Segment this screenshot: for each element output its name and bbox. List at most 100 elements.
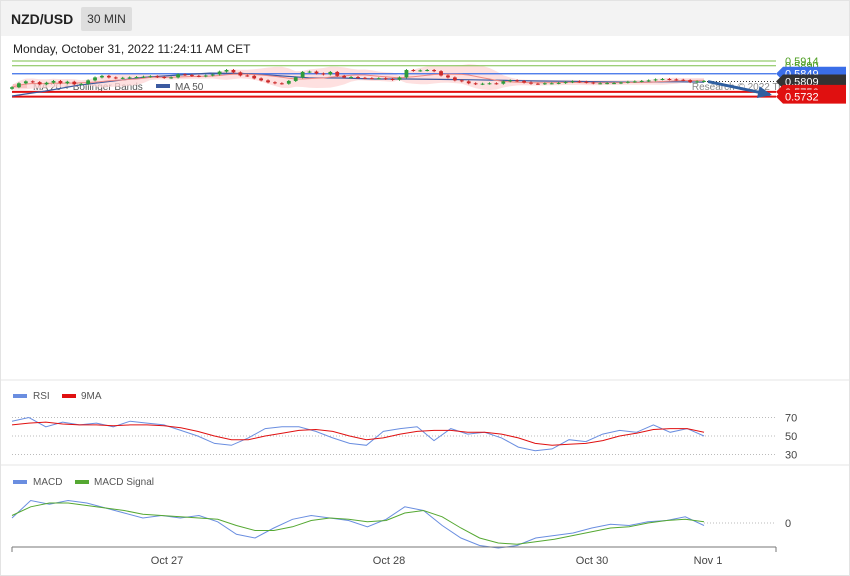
datetime-label: Monday, October 31, 2022 11:24:11 AM CET xyxy=(13,42,251,56)
candle-body xyxy=(44,82,49,85)
candle-body xyxy=(252,75,257,79)
x-tick-label: Oct 30 xyxy=(576,555,608,567)
candle-body xyxy=(113,77,118,79)
candle-body xyxy=(494,83,499,85)
candle-body xyxy=(466,81,471,84)
legend-label-rsi-ma: 9MA xyxy=(81,391,102,402)
candle-body xyxy=(155,76,160,78)
candle-body xyxy=(86,80,91,84)
rsi-level-label: 70 xyxy=(785,413,797,425)
candle-body xyxy=(480,83,485,85)
candle-body xyxy=(293,77,298,81)
candle-body xyxy=(383,78,388,80)
candle-body xyxy=(570,81,575,83)
candle-body xyxy=(563,82,568,84)
candle-body xyxy=(10,87,14,89)
candle-body xyxy=(335,71,340,76)
candle-body xyxy=(446,75,450,78)
symbol-title: NZD/USD xyxy=(11,11,74,27)
candle-body xyxy=(646,80,651,82)
x-tick-label: Oct 28 xyxy=(373,555,405,567)
candle-body xyxy=(51,80,56,83)
candle-body xyxy=(404,69,409,78)
candle-body xyxy=(542,83,547,85)
candle-body xyxy=(328,71,333,75)
candle-body xyxy=(65,81,70,84)
candle-body xyxy=(660,78,665,80)
candle-body xyxy=(120,77,125,79)
macd-zero-label: 0 xyxy=(785,518,791,530)
candle-body xyxy=(619,82,623,84)
candle-body xyxy=(508,80,513,82)
candle-body xyxy=(667,78,672,80)
candle-body xyxy=(321,73,326,75)
legend-label-ma20: MA 20 + Bollinger Bands xyxy=(33,82,143,93)
candle-body xyxy=(224,69,229,72)
candle-body xyxy=(58,80,63,84)
resistance-label: 0.5914 xyxy=(785,56,819,68)
timeframe-button[interactable]: 30 MIN xyxy=(81,7,132,31)
candle-body xyxy=(238,72,243,76)
rsi-level-label: 50 xyxy=(785,431,797,443)
candle-body xyxy=(307,71,312,73)
candle-body xyxy=(522,80,526,83)
candle-body xyxy=(473,83,478,85)
candle-body xyxy=(376,78,381,80)
candle-body xyxy=(176,74,180,78)
candle-body xyxy=(556,82,561,84)
candle-body xyxy=(196,75,201,77)
candle-body xyxy=(425,69,430,71)
candle-body xyxy=(37,82,42,85)
candle-body xyxy=(100,75,104,78)
macd-line xyxy=(11,499,705,549)
candle-body xyxy=(183,74,187,76)
candle-body xyxy=(72,81,77,85)
candle-body xyxy=(79,83,84,85)
candle-body xyxy=(190,75,194,77)
macd-signal-line xyxy=(11,502,705,545)
x-tick-label: Nov 1 xyxy=(694,555,723,567)
candle-body xyxy=(418,70,423,72)
credit-label: Research © 2022 Trading Central xyxy=(692,82,841,93)
candle-body xyxy=(162,77,167,79)
candle-body xyxy=(349,77,353,79)
forecast-arrow-head xyxy=(757,86,772,98)
legend-swatch-macd-signal xyxy=(75,480,89,484)
legend-swatch-rsi-ma xyxy=(62,394,76,398)
candle-body xyxy=(30,81,35,83)
legend-label-macd: MACD xyxy=(33,477,62,488)
candle-body xyxy=(591,82,596,84)
candle-body xyxy=(93,77,97,81)
ma20-line xyxy=(11,73,705,88)
candle-body xyxy=(653,79,658,81)
candle-body xyxy=(273,82,277,84)
candle-body xyxy=(411,69,416,71)
candle-body xyxy=(487,83,492,85)
legend-swatch-ma50 xyxy=(156,84,170,88)
candle-body xyxy=(632,81,637,83)
candle-body xyxy=(612,83,616,85)
candle-body xyxy=(598,83,603,85)
rsi-line xyxy=(11,416,705,452)
candle-body xyxy=(141,76,146,78)
candle-body xyxy=(169,77,174,79)
candle-body xyxy=(217,71,222,75)
candle-body xyxy=(342,75,347,78)
candle-body xyxy=(459,80,464,82)
candle-body xyxy=(286,80,291,84)
candle-body xyxy=(432,69,437,72)
rsi-ma-line xyxy=(11,421,705,446)
candle-body xyxy=(279,83,284,85)
candle-body xyxy=(536,83,540,85)
candle-body xyxy=(702,80,706,82)
legend-swatch-rsi xyxy=(13,394,27,398)
candle-body xyxy=(605,83,610,85)
candle-body xyxy=(148,76,153,78)
support-tag xyxy=(776,89,846,104)
top-bar: NZD/USD 30 MIN xyxy=(0,0,850,36)
candle-body xyxy=(266,80,270,83)
candle-body xyxy=(106,75,111,78)
candle-body xyxy=(584,81,589,83)
candle-body xyxy=(439,71,443,76)
